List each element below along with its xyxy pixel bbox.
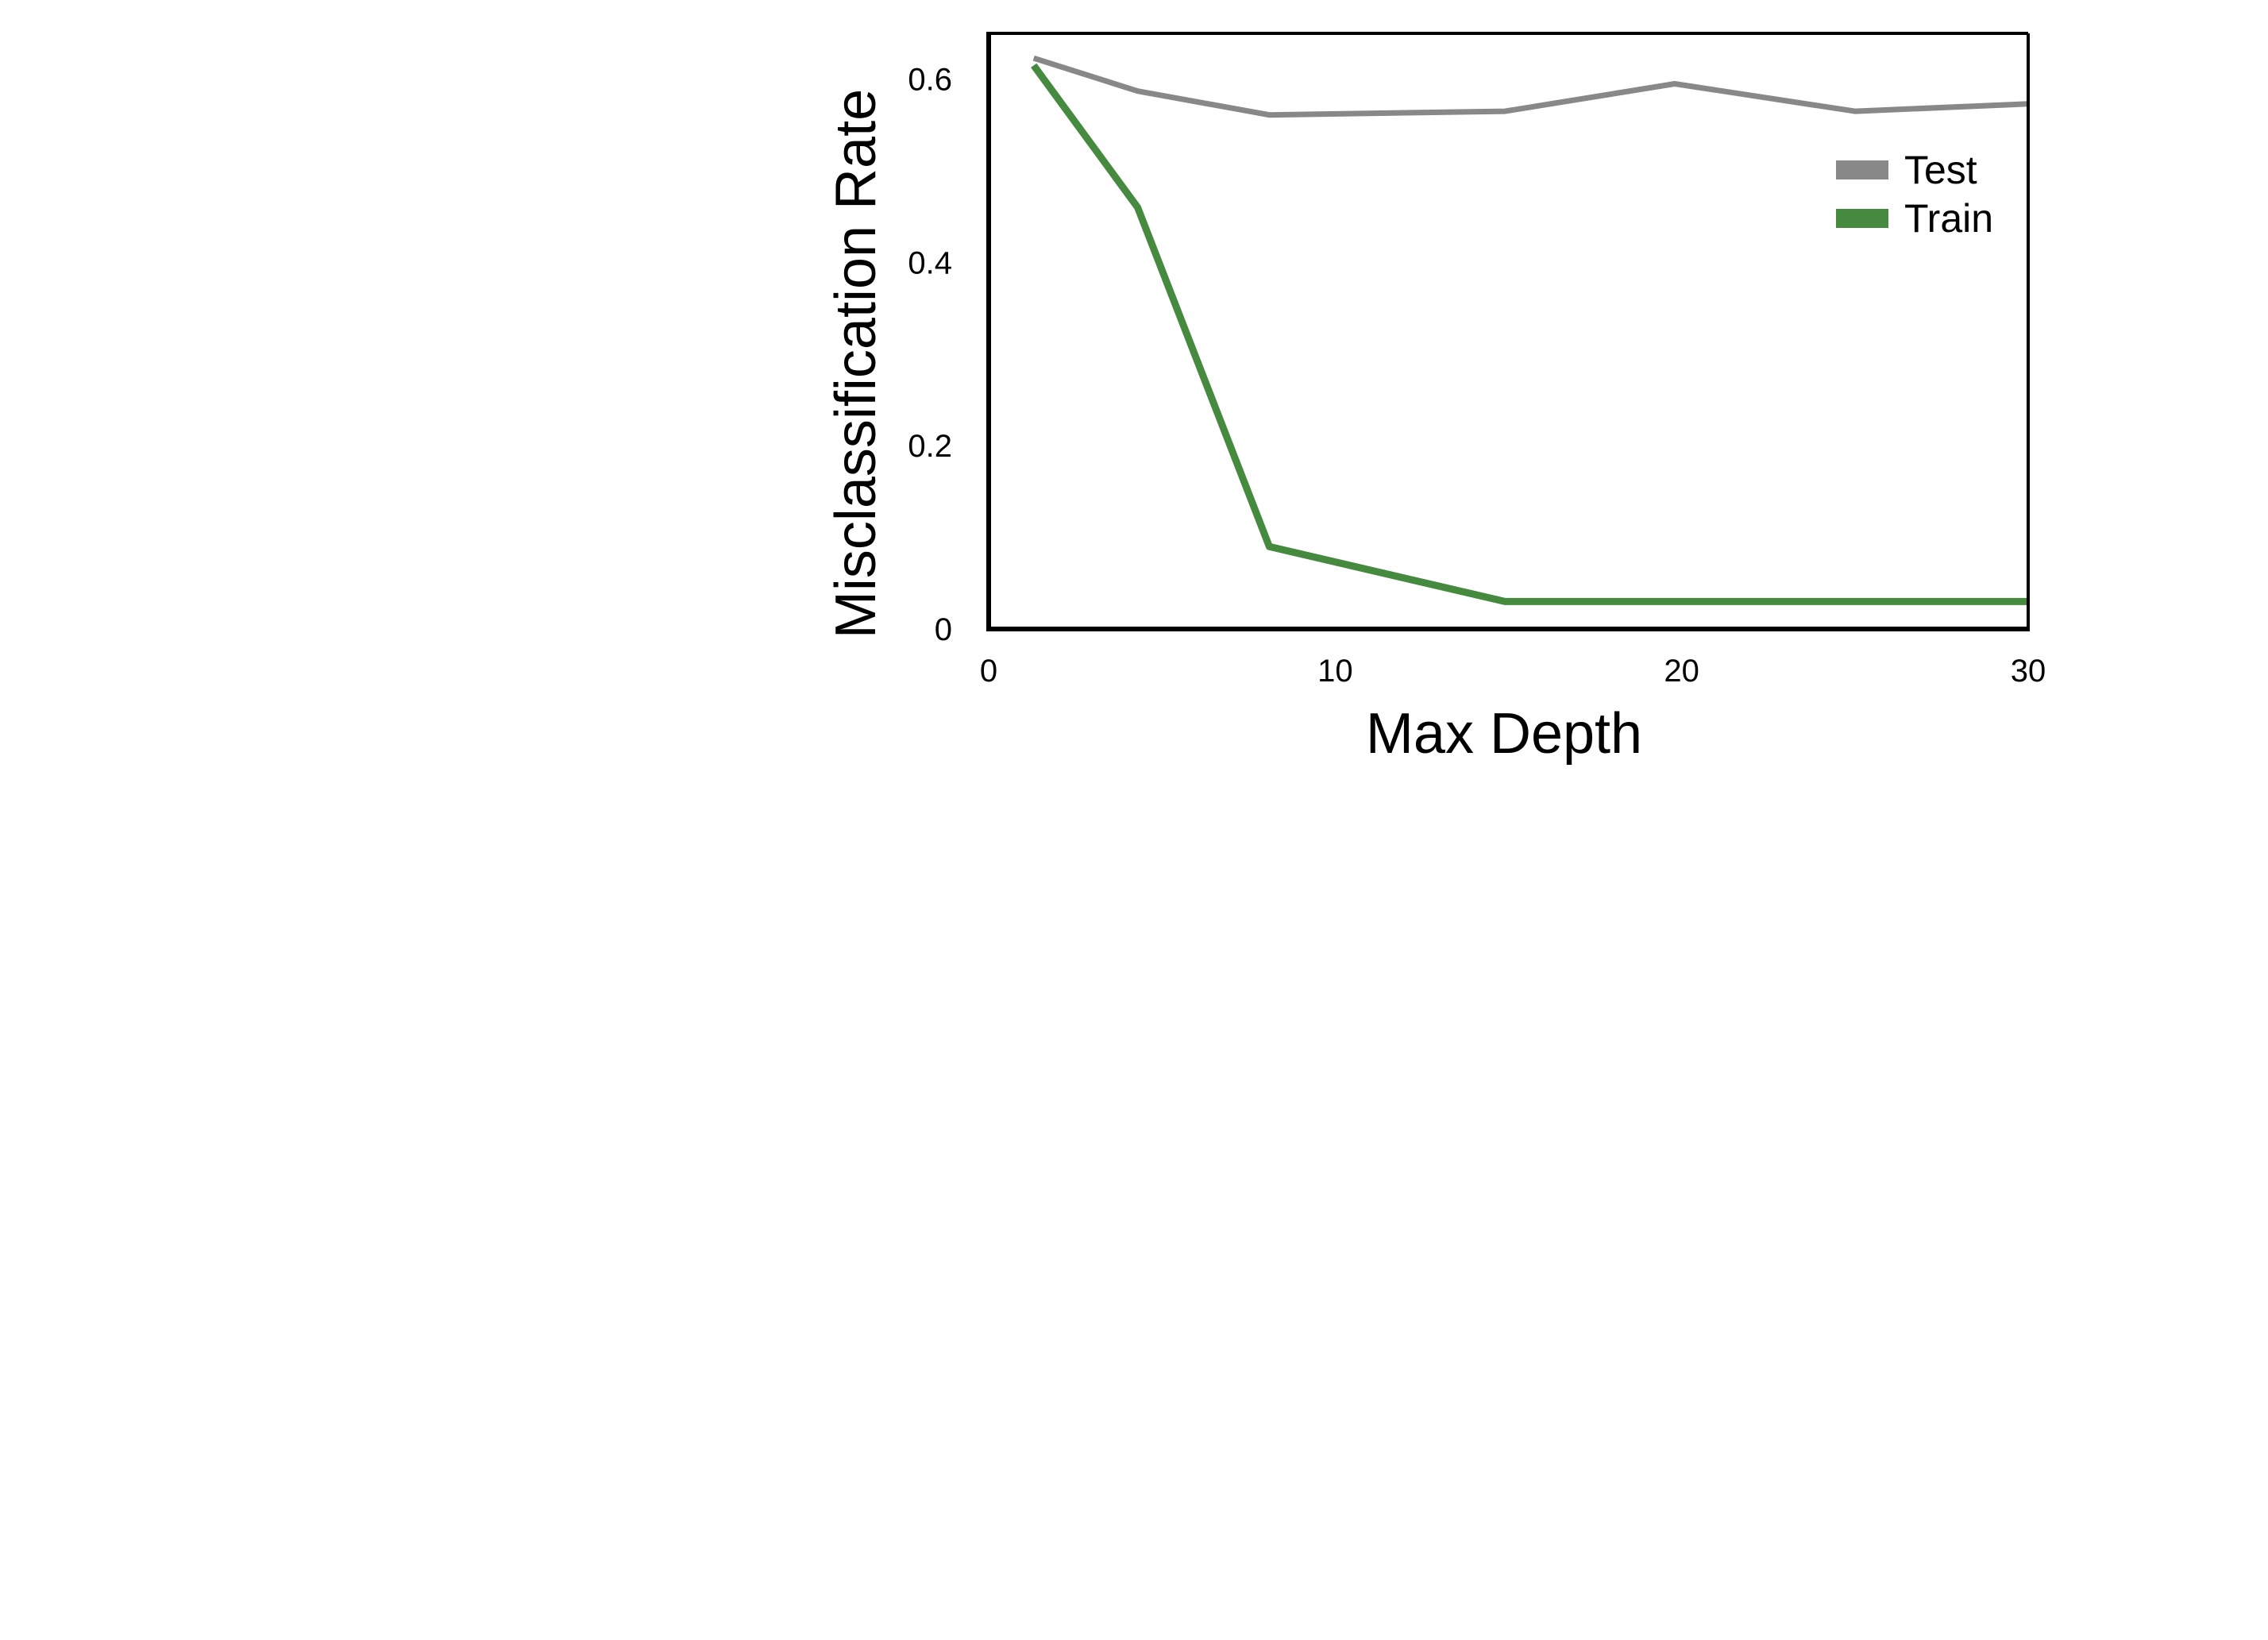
series-line-test [1032, 55, 2029, 118]
y-tick-label: 0.6 [908, 63, 952, 98]
y-tick-label: 0.2 [908, 429, 952, 464]
y-tick-label: 0 [935, 612, 952, 647]
tick-labels: 0 10 20 30 0 0.2 0.4 0.6 [908, 63, 2046, 689]
x-tick-label: 10 [1317, 654, 1353, 689]
legend-label-train: Train [1904, 196, 1993, 241]
x-tick-label: 20 [1664, 654, 1699, 689]
y-axis-label: Misclassification Rate [824, 89, 888, 639]
legend-label-test: Test [1904, 148, 1977, 192]
series-line-train [1031, 63, 2028, 605]
y-tick-label: 0.4 [908, 245, 952, 280]
x-tick-label: 0 [980, 654, 997, 689]
x-axis-label: Max Depth [1366, 702, 1642, 766]
legend-swatch-train [1836, 209, 1888, 228]
legend-swatch-test [1836, 160, 1888, 179]
plot-frame [986, 32, 2030, 631]
series-lines [1031, 55, 2029, 605]
x-tick-label: 30 [2011, 654, 2046, 689]
